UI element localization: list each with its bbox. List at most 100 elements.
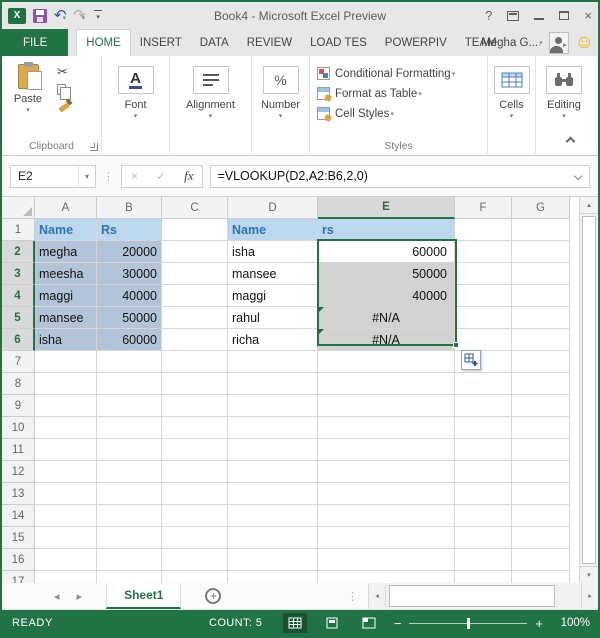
cell-F16[interactable] [455, 549, 512, 571]
format-as-table-button[interactable]: Format as Table ▾ [317, 85, 487, 102]
cell-A10[interactable] [35, 417, 97, 439]
cell-D1[interactable]: Name [228, 219, 318, 241]
next-sheet-button[interactable]: ▸ [76, 590, 83, 603]
tab-insert[interactable]: INSERT [139, 36, 182, 49]
horizontal-scrollbar-thumb[interactable] [389, 585, 555, 607]
row-header-13[interactable]: 13 [2, 483, 35, 505]
cell-A6[interactable]: isha [35, 329, 97, 351]
cell-C2[interactable] [162, 241, 228, 263]
tab-review[interactable]: REVIEW [246, 36, 293, 49]
cell-F9[interactable] [455, 395, 512, 417]
row-header-9[interactable]: 9 [2, 395, 35, 417]
column-header-C[interactable]: C [162, 197, 228, 219]
scroll-up-button[interactable]: ▴ [580, 197, 598, 214]
conditional-formatting-button[interactable]: Conditional Formatting ▾ [317, 65, 487, 82]
column-header-E[interactable]: E [318, 197, 455, 219]
cell-F13[interactable] [455, 483, 512, 505]
name-box[interactable]: E2 ▾ [10, 164, 96, 188]
cell-D15[interactable] [228, 527, 318, 549]
vertical-scrollbar[interactable]: ▴ ▾ [579, 197, 598, 583]
cell-B7[interactable] [97, 351, 162, 373]
cells-menu-button[interactable]: Cells ▾ [488, 66, 535, 120]
cell-E5[interactable]: #N/A [318, 307, 455, 329]
cell-C9[interactable] [162, 395, 228, 417]
cell-A9[interactable] [35, 395, 97, 417]
cell-B10[interactable] [97, 417, 162, 439]
tab-file[interactable]: FILE [2, 29, 69, 56]
insert-function-button[interactable]: fx [184, 168, 194, 183]
cell-D5[interactable]: rahul [228, 307, 318, 329]
cell-A13[interactable] [35, 483, 97, 505]
previous-sheet-button[interactable]: ◂ [54, 590, 60, 603]
cell-F2[interactable] [455, 241, 512, 263]
sign-in-avatar-icon[interactable]: ▸ [548, 31, 569, 54]
cell-A8[interactable] [35, 373, 97, 395]
autofill-options-button[interactable] [461, 350, 481, 370]
cell-C12[interactable] [162, 461, 228, 483]
fill-handle[interactable] [453, 342, 459, 348]
cell-B16[interactable] [97, 549, 162, 571]
page-layout-view-button[interactable] [320, 613, 344, 633]
paste-button[interactable]: Paste ▾ [10, 62, 46, 114]
normal-view-button[interactable] [282, 613, 307, 633]
cell-G11[interactable] [512, 439, 570, 461]
row-header-12[interactable]: 12 [2, 461, 35, 483]
row-header-7[interactable]: 7 [2, 351, 35, 373]
cell-A12[interactable] [35, 461, 97, 483]
horizontal-scrollbar[interactable]: ◂ ▸ [368, 583, 598, 609]
cell-G3[interactable] [512, 263, 570, 285]
cell-E17[interactable] [318, 571, 455, 583]
cell-E3[interactable]: 50000 [318, 263, 455, 285]
cell-B9[interactable] [97, 395, 162, 417]
select-all-corner[interactable] [2, 197, 35, 219]
tab-data[interactable]: DATA [199, 36, 229, 49]
cell-B5[interactable]: 50000 [97, 307, 162, 329]
cell-F12[interactable] [455, 461, 512, 483]
cell-C16[interactable] [162, 549, 228, 571]
cell-A15[interactable] [35, 527, 97, 549]
column-header-G[interactable]: G [512, 197, 570, 219]
cell-E14[interactable] [318, 505, 455, 527]
cell-A2[interactable]: megha [35, 241, 97, 263]
formula-input[interactable]: =VLOOKUP(D2,A2:B6,2,0) [210, 164, 590, 188]
row-header-4[interactable]: 4 [2, 285, 35, 307]
cell-A3[interactable]: meesha [35, 263, 97, 285]
format-painter-button[interactable] [59, 99, 71, 111]
row-header-8[interactable]: 8 [2, 373, 35, 395]
close-button[interactable]: × [584, 8, 592, 23]
cell-G12[interactable] [512, 461, 570, 483]
tab-load-test[interactable]: LOAD TES [310, 36, 367, 49]
zoom-level[interactable]: 100% [560, 617, 590, 629]
cell-A4[interactable]: maggi [35, 285, 97, 307]
page-break-preview-button[interactable] [357, 613, 381, 633]
cell-E13[interactable] [318, 483, 455, 505]
zoom-slider-track[interactable] [409, 617, 528, 629]
cell-E8[interactable] [318, 373, 455, 395]
cell-G10[interactable] [512, 417, 570, 439]
zoom-in-button[interactable]: + [535, 615, 543, 631]
cell-F15[interactable] [455, 527, 512, 549]
cell-C14[interactable] [162, 505, 228, 527]
cell-C11[interactable] [162, 439, 228, 461]
cell-D12[interactable] [228, 461, 318, 483]
cell-D2[interactable]: isha [228, 241, 318, 263]
cell-D14[interactable] [228, 505, 318, 527]
cut-button[interactable]: ✂ [57, 64, 68, 79]
cell-A14[interactable] [35, 505, 97, 527]
cell-G14[interactable] [512, 505, 570, 527]
cell-B17[interactable] [97, 571, 162, 583]
row-header-2[interactable]: 2 [2, 241, 35, 263]
cell-G17[interactable] [512, 571, 570, 583]
cell-styles-button[interactable]: Cell Styles ▾ [317, 105, 487, 122]
cell-C7[interactable] [162, 351, 228, 373]
cell-D13[interactable] [228, 483, 318, 505]
cell-G9[interactable] [512, 395, 570, 417]
row-header-14[interactable]: 14 [2, 505, 35, 527]
zoom-slider[interactable]: − + [394, 617, 543, 630]
maximize-button[interactable] [559, 11, 570, 20]
cell-F3[interactable] [455, 263, 512, 285]
cell-B6[interactable]: 60000 [97, 329, 162, 351]
cell-F5[interactable] [455, 307, 512, 329]
cell-B11[interactable] [97, 439, 162, 461]
sheet-tab-sheet1[interactable]: Sheet1 [106, 583, 182, 609]
